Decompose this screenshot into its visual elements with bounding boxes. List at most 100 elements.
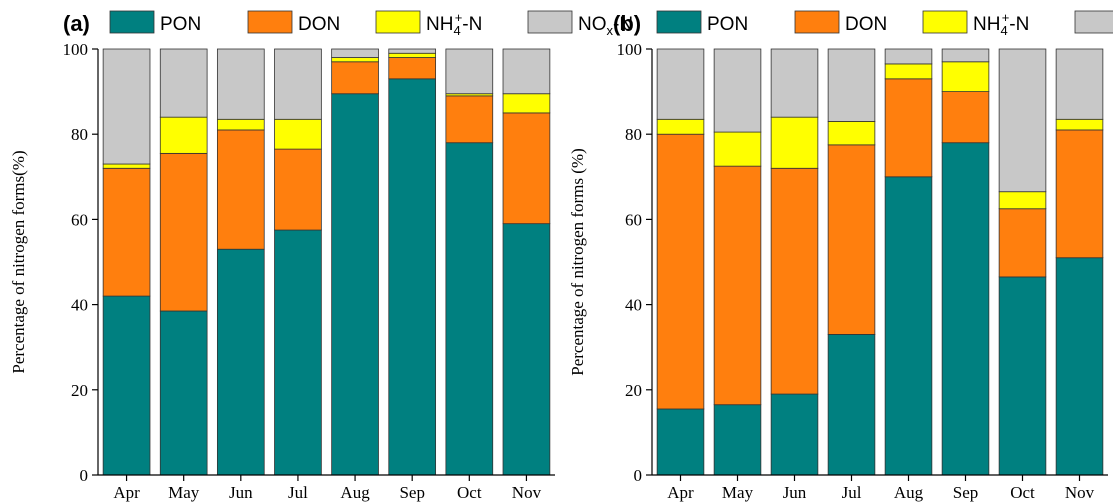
- bar-aug-don: [884, 78, 933, 178]
- legend-item-don: DON: [247, 10, 340, 35]
- legend-swatch: [109, 10, 155, 34]
- legend-item-nox: NOx-N: [1074, 10, 1113, 34]
- legend-swatch: [656, 10, 702, 34]
- bar-sep-pon: [388, 78, 437, 476]
- x-tick-label-aug: Aug: [894, 483, 924, 502]
- bar-oct-don: [445, 95, 494, 144]
- bar-aug-pon: [884, 176, 933, 476]
- x-tick-label-sep: Sep: [953, 483, 979, 502]
- y-tick-label-40: 40: [625, 296, 642, 315]
- x-tick-label-jun: Jun: [229, 483, 253, 502]
- legend-item-nh4: NH4+-N: [922, 10, 1029, 38]
- bar-aug-pon: [331, 93, 379, 476]
- panel-a: (a) PON DON NH4+-N NOx-N 0 20 40 60 80 100 Apr May Ju…: [9, 10, 633, 502]
- bar-aug-nox: [331, 48, 379, 58]
- legend-item-don: DON: [794, 10, 887, 35]
- legend-swatch: [527, 10, 573, 34]
- x-tick-label-nov: Nov: [1065, 483, 1095, 502]
- y-axis-title: Percentage of nitrogen forms (%): [568, 148, 587, 376]
- bar-sep-pon: [941, 142, 990, 476]
- legend-label: DON: [845, 14, 887, 35]
- bar-may-nox: [159, 48, 208, 118]
- bar-nov-nox: [1055, 48, 1104, 120]
- bar-oct-don: [998, 208, 1047, 278]
- bar-apr-don: [656, 133, 705, 410]
- legend-item-nh4: NH4+-N: [375, 10, 482, 38]
- bar-sep-don: [388, 57, 437, 80]
- legend-label: NOx-N: [578, 14, 633, 38]
- x-tick-label-nov: Nov: [512, 483, 542, 502]
- x-tick-label-oct: Oct: [1010, 483, 1035, 502]
- bar-aug-nh4: [331, 57, 379, 63]
- bar-jul-pon: [827, 334, 876, 476]
- bars: [656, 48, 1104, 476]
- bar-may-nox: [713, 48, 762, 133]
- legend-item-nox: NOx-N: [527, 10, 633, 38]
- legend-label: PON: [160, 14, 201, 35]
- bar-may-don: [159, 152, 208, 312]
- x-tick-label-jun: Jun: [783, 483, 807, 502]
- bar-jun-don: [770, 167, 819, 395]
- bar-apr-pon: [656, 408, 705, 476]
- bar-oct-pon: [445, 142, 494, 476]
- x-tick-label-jul: Jul: [288, 483, 308, 502]
- legend-swatch: [794, 10, 840, 34]
- bar-jun-pon: [770, 393, 819, 476]
- panel-label: (b): [613, 11, 641, 36]
- legend-swatch: [375, 10, 421, 34]
- y-tick-label-60: 60: [71, 210, 88, 229]
- bar-jun-pon: [216, 248, 265, 476]
- y-tick-label-20: 20: [71, 381, 88, 400]
- bar-may-nh4: [159, 116, 208, 154]
- bar-apr-nh4: [102, 163, 151, 169]
- bar-apr-nox: [656, 48, 705, 120]
- bar-nov-pon: [502, 223, 551, 476]
- bars: [102, 48, 551, 476]
- bar-nov-don: [502, 112, 551, 225]
- bar-nov-nh4: [1055, 118, 1104, 131]
- y-tick-label-40: 40: [71, 296, 88, 315]
- legend-swatch: [247, 10, 293, 34]
- bar-apr-don: [102, 167, 151, 297]
- y-tick-label-80: 80: [625, 125, 642, 144]
- bar-jul-don: [827, 144, 876, 335]
- bar-aug-nh4: [884, 63, 933, 80]
- bar-nov-nh4: [502, 93, 551, 114]
- legend-swatch: [1074, 10, 1113, 34]
- bar-oct-nh4: [998, 191, 1047, 210]
- y-tick-label-80: 80: [71, 125, 88, 144]
- x-tick-label-oct: Oct: [457, 483, 482, 502]
- y-tick-label-20: 20: [625, 381, 642, 400]
- bar-jul-don: [274, 148, 322, 231]
- legend-label: PON: [707, 14, 748, 35]
- x-tick-label-sep: Sep: [399, 483, 425, 502]
- legend-label: NH4+-N: [973, 10, 1029, 38]
- bar-oct-pon: [998, 276, 1047, 476]
- x-tick-label-jul: Jul: [842, 483, 862, 502]
- y-tick-label-60: 60: [625, 210, 642, 229]
- x-tick-label-aug: Aug: [340, 483, 370, 502]
- bar-aug-nox: [884, 48, 933, 65]
- bar-sep-nox: [388, 48, 437, 54]
- bar-jun-nh4: [216, 118, 265, 131]
- bar-jul-nh4: [827, 121, 876, 146]
- legend-label: DON: [298, 14, 340, 35]
- bar-oct-nox: [445, 48, 494, 95]
- bar-jul-pon: [274, 229, 322, 476]
- legend-label: NH4+-N: [426, 10, 482, 38]
- bar-nov-nox: [502, 48, 551, 95]
- bar-aug-don: [331, 61, 379, 95]
- bar-may-pon: [713, 404, 762, 476]
- legend-item-pon: PON: [109, 10, 201, 35]
- x-tick-label-apr: Apr: [667, 483, 694, 502]
- bar-apr-nox: [102, 48, 151, 165]
- bar-nov-pon: [1055, 257, 1104, 476]
- bar-jun-nh4: [770, 116, 819, 169]
- legend-swatch: [922, 10, 968, 34]
- bar-jul-nox: [274, 48, 322, 120]
- y-tick-label-0: 0: [634, 466, 643, 485]
- bar-apr-nh4: [656, 118, 705, 135]
- bar-sep-don: [941, 91, 990, 144]
- bar-oct-nox: [998, 48, 1047, 193]
